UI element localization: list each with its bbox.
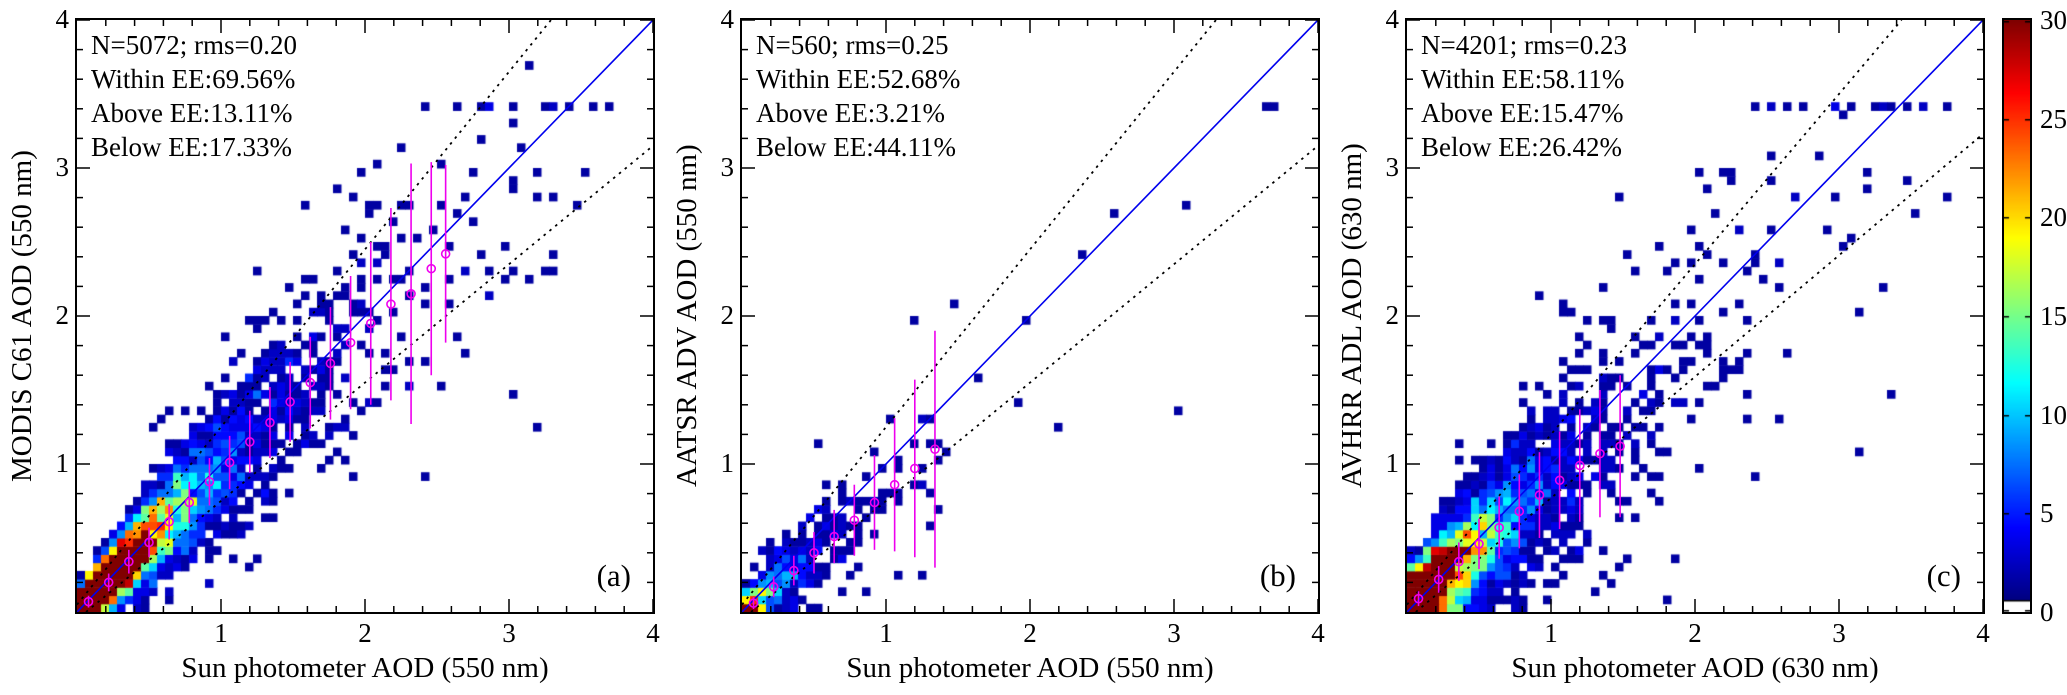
y-axis-label: AVHRR ADL AOD (630 nm) [1336,143,1368,489]
colorbar-tick-label: 10 [2040,399,2067,430]
x-tick-label: 4 [1976,618,1990,648]
plot-overlay [77,20,653,612]
stats-line-above-ee: Above EE:3.21% [756,98,945,128]
y-tick-label: 1 [1385,448,1400,478]
panel-b-plot: N=560; rms=0.25 Within EE:52.68% Above E… [721,4,1325,648]
plot-overlay [742,20,1318,612]
x-axis-label: Sun photometer AOD (550 nm) [181,652,549,684]
x-tick-label: 1 [879,618,893,648]
plot-overlay [1407,20,1983,612]
y-axis-label: MODIS C61 AOD (550 nm) [6,150,38,482]
y-tick-label: 3 [55,152,70,182]
y-tick-label: 4 [720,4,735,34]
stats-line-within-ee: Within EE:58.11% [1421,64,1625,94]
stats-line-below-ee: Below EE:44.11% [756,132,956,162]
panel-letter: (a) [596,558,631,593]
x-axis-label: Sun photometer AOD (550 nm) [846,652,1214,684]
x-axis-label: Sun photometer AOD (630 nm) [1511,652,1879,684]
x-tick-label: 1 [1544,618,1558,648]
stats-annotation: N=560; rms=0.25 Within EE:52.68% Above E… [756,28,960,164]
x-tick-label: 3 [1167,618,1181,648]
stats-line-below-ee: Below EE:17.33% [91,132,292,162]
y-tick-label: 1 [55,448,70,478]
y-tick-label: 1 [720,448,735,478]
panel-a-plot: N=5072; rms=0.20 Within EE:69.56% Above … [56,4,660,648]
colorbar [2002,18,2032,614]
stats-line-n-rms: N=5072; rms=0.20 [91,30,297,60]
x-tick-label: 2 [1023,618,1037,648]
y-tick-label: 3 [720,152,735,182]
colorbar-tick-label: 15 [2040,301,2067,331]
x-tick-label: 4 [1311,618,1325,648]
colorbar-tick-label: 20 [2040,202,2067,233]
stats-line-below-ee: Below EE:26.42% [1421,132,1622,162]
stats-line-above-ee: Above EE:13.11% [91,98,293,128]
stats-annotation: N=4201; rms=0.23 Within EE:58.11% Above … [1421,28,1627,164]
stats-line-within-ee: Within EE:69.56% [91,64,296,94]
y-tick-label: 2 [1385,300,1400,330]
panel-letter: (b) [1259,558,1296,593]
x-tick-label: 4 [646,618,660,648]
y-tick-label: 4 [55,4,70,34]
panel-letter: (c) [1926,558,1961,593]
stats-annotation: N=5072; rms=0.20 Within EE:69.56% Above … [91,28,297,164]
colorbar-tick-label: 25 [2040,103,2067,134]
x-tick-label: 3 [502,618,516,648]
panel-c-plot: N=4201; rms=0.23 Within EE:58.11% Above … [1386,4,1990,648]
x-tick-label: 2 [358,618,372,648]
x-tick-label: 1 [214,618,228,648]
stats-line-within-ee: Within EE:52.68% [756,64,961,94]
colorbar-tick-label: 0 [2040,597,2054,627]
stats-line-above-ee: Above EE:15.47% [1421,98,1624,128]
x-tick-label: 3 [1832,618,1846,648]
y-tick-label: 2 [720,300,735,330]
y-tick-label: 4 [1385,4,1400,34]
colorbar-gradient [2004,20,2030,612]
stats-line-n-rms: N=4201; rms=0.23 [1421,30,1627,60]
x-tick-label: 2 [1688,618,1702,648]
colorbar-tick-label: 5 [2040,498,2054,529]
stats-line-n-rms: N=560; rms=0.25 [756,30,949,60]
y-tick-label: 3 [1385,152,1400,182]
colorbar-tick-label: 30 [2040,5,2067,35]
y-tick-label: 2 [55,300,70,330]
y-axis-label: AATSR ADV AOD (550 nm) [671,144,703,488]
